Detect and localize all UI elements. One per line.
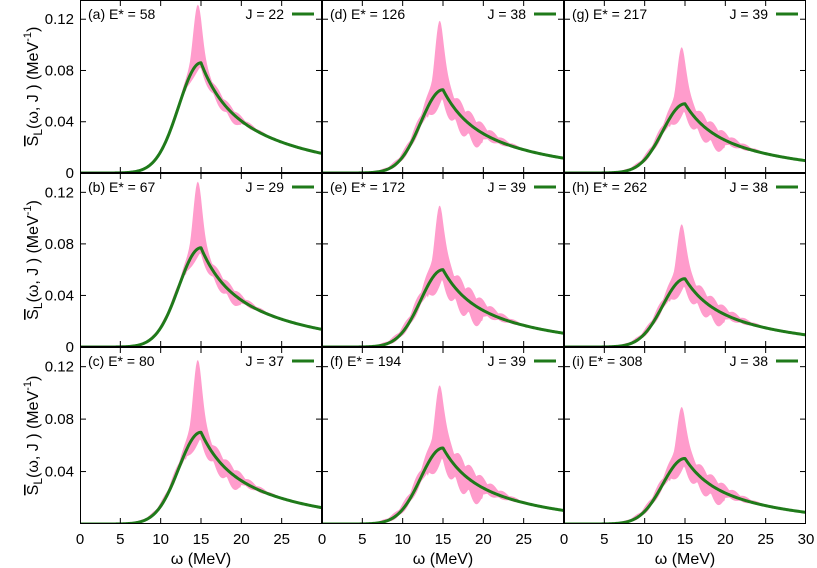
y-tick-label: 0.08 [45,236,74,253]
panel-label: (b) E* = 67 [88,179,156,195]
uncertainty-band [322,385,564,524]
legend-label: J = 29 [245,179,284,195]
x-tick-label: 10 [636,531,653,548]
x-tick-label: 15 [193,531,210,548]
x-tick-label: 25 [273,531,290,548]
panel-a: (a) E* = 58 J = 22 [80,0,322,173]
panel-label: (i) E* = 308 [572,353,643,369]
x-tick-label: 10 [152,531,169,548]
x-tick-label: 0 [560,531,568,548]
x-tick-label: 20 [233,531,250,548]
panel-i: (i) E* = 308 J = 38 [564,347,806,524]
uncertainty-band [564,407,806,524]
x-tick-label: 15 [435,531,452,548]
uncertainty-band [564,224,806,347]
legend-label: J = 38 [729,179,768,195]
panel-label: (c) E* = 80 [88,353,155,369]
y-axis-title: SL(ω, J ) (MeV-1) [22,27,45,147]
panel-label: (h) E* = 262 [572,179,647,195]
x-tick-label: 5 [358,531,366,548]
plot-area [80,4,322,173]
x-tick-label: 5 [116,531,124,548]
plot-area [322,205,564,347]
x-tick-label: 25 [757,531,774,548]
legend-label: J = 39 [487,353,526,369]
plot-area [322,385,564,524]
plot-area [564,407,806,524]
x-axis-title: ω (MeV) [655,551,716,568]
plot-area [322,20,564,173]
legend-label: J = 22 [245,6,284,22]
uncertainty-band [80,359,322,524]
plot-area [80,359,322,524]
x-tick-label: 20 [475,531,492,548]
y-tick-label: 0.04 [45,114,74,131]
mean-strength-line [80,246,322,347]
y-tick-label: 0.04 [45,287,74,304]
uncertainty-band [564,47,806,173]
mean-strength-line [322,88,564,173]
uncertainty-band [322,20,564,173]
y-axis-title: SL(ω, J ) (MeV-1) [22,376,45,496]
legend-label: J = 38 [487,6,526,22]
y-tick-label: 0.08 [45,411,74,428]
panel-f: (f) E* = 194 J = 39 [322,347,564,524]
mean-strength-line [564,102,806,173]
panel-d: (d) E* = 126 J = 38 [322,0,564,173]
x-axis-labels: 0 5 10 15 20 25 ω (MeV) 0 5 10 15 20 25 ω (MeV) 0 5 10 15… [76,531,815,568]
y-tick-label: 0 [66,339,74,356]
panel-b: (b) E* = 67 J = 29 [80,173,322,347]
x-tick-label: 5 [600,531,608,548]
x-tick-label: 0 [318,531,326,548]
uncertainty-band [80,4,322,173]
panel-g: (g) E* = 217 J = 39 [564,0,806,173]
legend-label: J = 37 [245,353,284,369]
panels: (a) E* = 58 J = 22 (d) E* = 126 J = 38 (g) E… [80,0,806,524]
y-tick-label: 0.12 [45,359,74,376]
mean-strength-line [564,277,806,347]
panel-h: (h) E* = 262 J = 38 [564,173,806,347]
y-tick-label: 0.04 [45,464,74,481]
y-tick-label: 0.12 [45,11,74,28]
x-tick-label: 25 [515,531,532,548]
panel-label: (d) E* = 126 [330,6,405,22]
x-tick-label: 0 [76,531,84,548]
plot-area [564,224,806,347]
panel-label: (f) E* = 194 [330,353,401,369]
y-axis-title: SL(ω, J ) (MeV-1) [22,200,45,320]
legend-label: J = 38 [729,353,768,369]
mean-strength-line [80,430,322,524]
legend-label: J = 39 [729,6,768,22]
panel-label: (e) E* = 172 [330,179,405,195]
y-tick-label: 0.12 [45,184,74,201]
y-tick-label: 0 [66,165,74,182]
x-tick-label: 30 [798,531,815,548]
y-tick-label: 0.08 [45,62,74,79]
mean-strength-line [564,456,806,524]
legend-label: J = 39 [487,179,526,195]
x-tick-label: 10 [394,531,411,548]
panel-label: (a) E* = 58 [88,6,156,22]
x-axis-title: ω (MeV) [413,551,474,568]
panel-e: (e) E* = 172 J = 39 [322,173,564,347]
plot-area [80,181,322,347]
panel-label: (g) E* = 217 [572,6,647,22]
uncertainty-band [80,181,322,347]
uncertainty-band [322,205,564,347]
x-tick-label: 20 [717,531,734,548]
plot-area [564,47,806,173]
mean-strength-line [80,61,322,173]
x-axis-title: ω (MeV) [171,551,232,568]
panel-c: (c) E* = 80 J = 37 [80,347,322,524]
x-tick-label: 15 [677,531,694,548]
